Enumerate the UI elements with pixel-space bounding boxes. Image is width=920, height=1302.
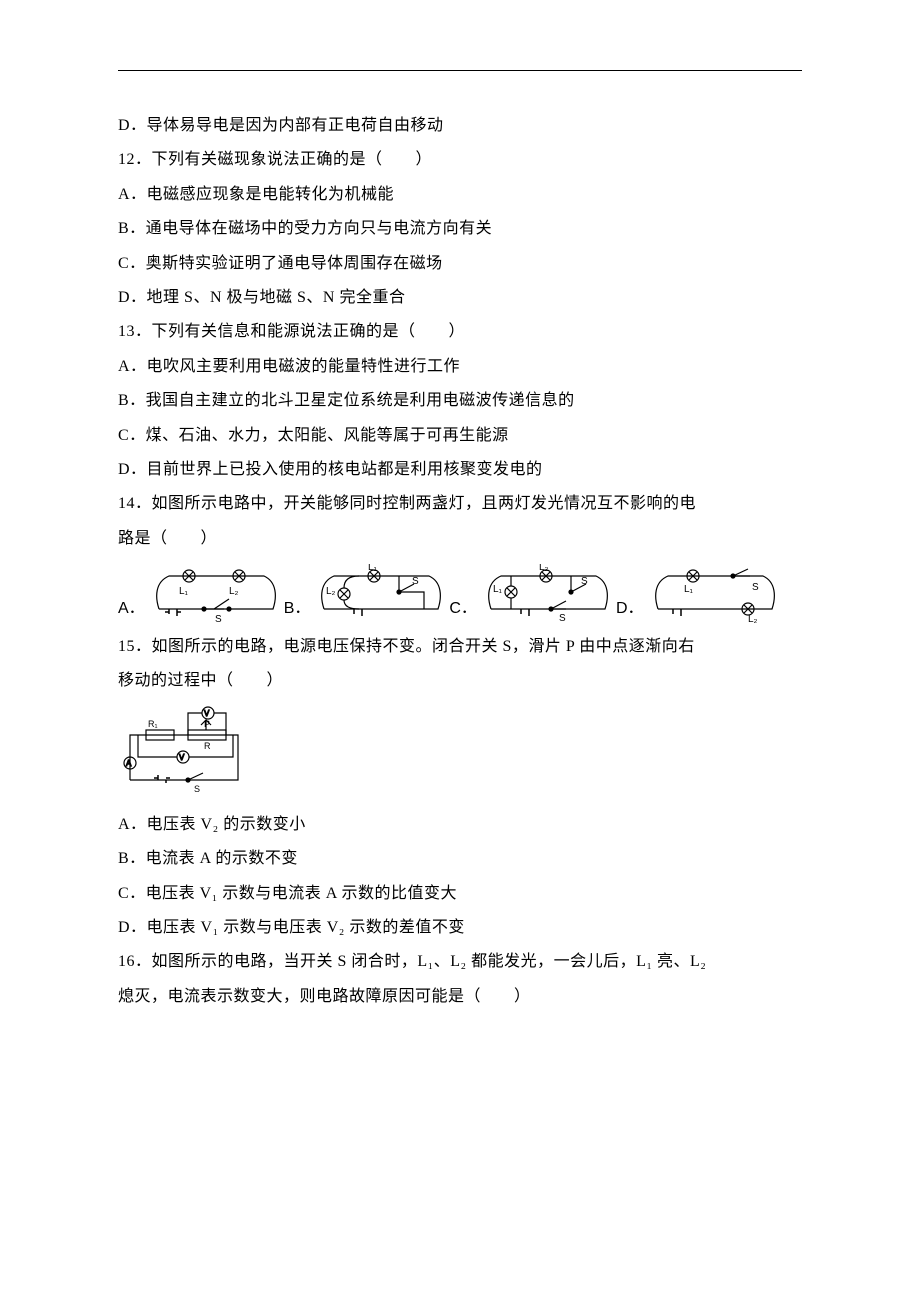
svg-text:R: R <box>204 741 211 751</box>
svg-text:L₂: L₂ <box>748 614 758 624</box>
q14-option-c: C． L₂ L₁ S S <box>449 564 616 624</box>
q16-stem-line1: 16．如图所示的电路，当开关 S 闭合时，L₁、L₂ 都能发光，一会儿后，L₁ … <box>118 945 802 979</box>
exam-page: D．导体易导电是因为内部有正电荷自由移动 12．下列有关磁现象说法正确的是（ ）… <box>0 0 920 1302</box>
svg-text:L₁: L₁ <box>368 564 378 573</box>
svg-text:L₁: L₁ <box>684 584 694 595</box>
top-rule <box>118 70 802 71</box>
q14-circuit-b-icon: L₁ L₂ S <box>314 564 449 624</box>
q13-option-a: A．电吹风主要利用电磁波的能量特性进行工作 <box>118 350 802 384</box>
q12-option-d: D．地理 S、N 极与地磁 S、N 完全重合 <box>118 281 802 315</box>
q13-option-c: C．煤、石油、水力，太阳能、风能等属于可再生能源 <box>118 419 802 453</box>
q14-option-b: B． L₁ L₂ S <box>284 564 450 624</box>
q15-circuit-icon: V V A R₁ P R S <box>118 705 248 795</box>
q15-option-a: A．电压表 V₂ 的示数变小 <box>118 808 802 842</box>
svg-text:L₁: L₁ <box>179 586 189 597</box>
svg-text:P: P <box>204 719 210 729</box>
q14-circuit-d-icon: L₁ L₂ S <box>648 564 783 624</box>
q12-stem: 12．下列有关磁现象说法正确的是（ ） <box>118 143 802 177</box>
q14-label-a: A． <box>118 594 149 624</box>
svg-text:L₁: L₁ <box>493 584 503 595</box>
q14-stem-line1: 14．如图所示电路中，开关能够同时控制两盏灯，且两灯发光情况互不影响的电 <box>118 487 802 521</box>
q11-option-d: D．导体易导电是因为内部有正电荷自由移动 <box>118 109 802 143</box>
q12-option-b: B．通电导体在磁场中的受力方向只与电流方向有关 <box>118 212 802 246</box>
q14-label-b: B． <box>284 594 315 624</box>
q14-options-row: A． L₁ L₂ S B． <box>118 564 802 624</box>
svg-text:S: S <box>559 613 566 624</box>
q14-option-a: A． L₁ L₂ S <box>118 564 284 624</box>
q14-label-c: C． <box>449 594 481 624</box>
q14-circuit-c-icon: L₂ L₁ S S <box>481 564 616 624</box>
q12-option-c: C．奥斯特实验证明了通电导体周围存在磁场 <box>118 247 802 281</box>
svg-text:R₁: R₁ <box>148 719 158 729</box>
svg-text:S: S <box>752 582 759 593</box>
svg-text:L₂: L₂ <box>539 564 549 573</box>
svg-text:S: S <box>194 784 200 794</box>
q15-option-b: B．电流表 A 的示数不变 <box>118 842 802 876</box>
q12-option-a: A．电磁感应现象是电能转化为机械能 <box>118 178 802 212</box>
q16-stem-line2: 熄灭，电流表示数变大，则电路故障原因可能是（ ） <box>118 980 802 1014</box>
q15-stem-line1: 15．如图所示的电路，电源电压保持不变。闭合开关 S，滑片 P 由中点逐渐向右 <box>118 630 802 664</box>
q14-label-d: D． <box>616 594 648 624</box>
svg-text:S: S <box>581 576 588 587</box>
q13-option-b: B．我国自主建立的北斗卫星定位系统是利用电磁波传递信息的 <box>118 384 802 418</box>
q14-circuit-a-icon: L₁ L₂ S <box>149 564 284 624</box>
svg-text:V: V <box>204 709 210 718</box>
q13-stem: 13．下列有关信息和能源说法正确的是（ ） <box>118 315 802 349</box>
svg-text:S: S <box>412 576 419 587</box>
svg-text:L₂: L₂ <box>229 586 239 597</box>
q14-stem-line2: 路是（ ） <box>118 522 802 556</box>
svg-text:L₂: L₂ <box>326 586 336 597</box>
q15-option-c: C．电压表 V₁ 示数与电流表 A 示数的比值变大 <box>118 877 802 911</box>
svg-text:A: A <box>126 759 132 768</box>
q15-option-d: D．电压表 V₁ 示数与电压表 V₂ 示数的差值不变 <box>118 911 802 945</box>
q13-option-d: D．目前世界上已投入使用的核电站都是利用核聚变发电的 <box>118 453 802 487</box>
q15-stem-line2: 移动的过程中（ ） <box>118 664 802 698</box>
svg-text:V: V <box>179 753 185 762</box>
svg-text:S: S <box>215 614 222 624</box>
q14-option-d: D． L₁ L₂ S <box>616 564 783 624</box>
